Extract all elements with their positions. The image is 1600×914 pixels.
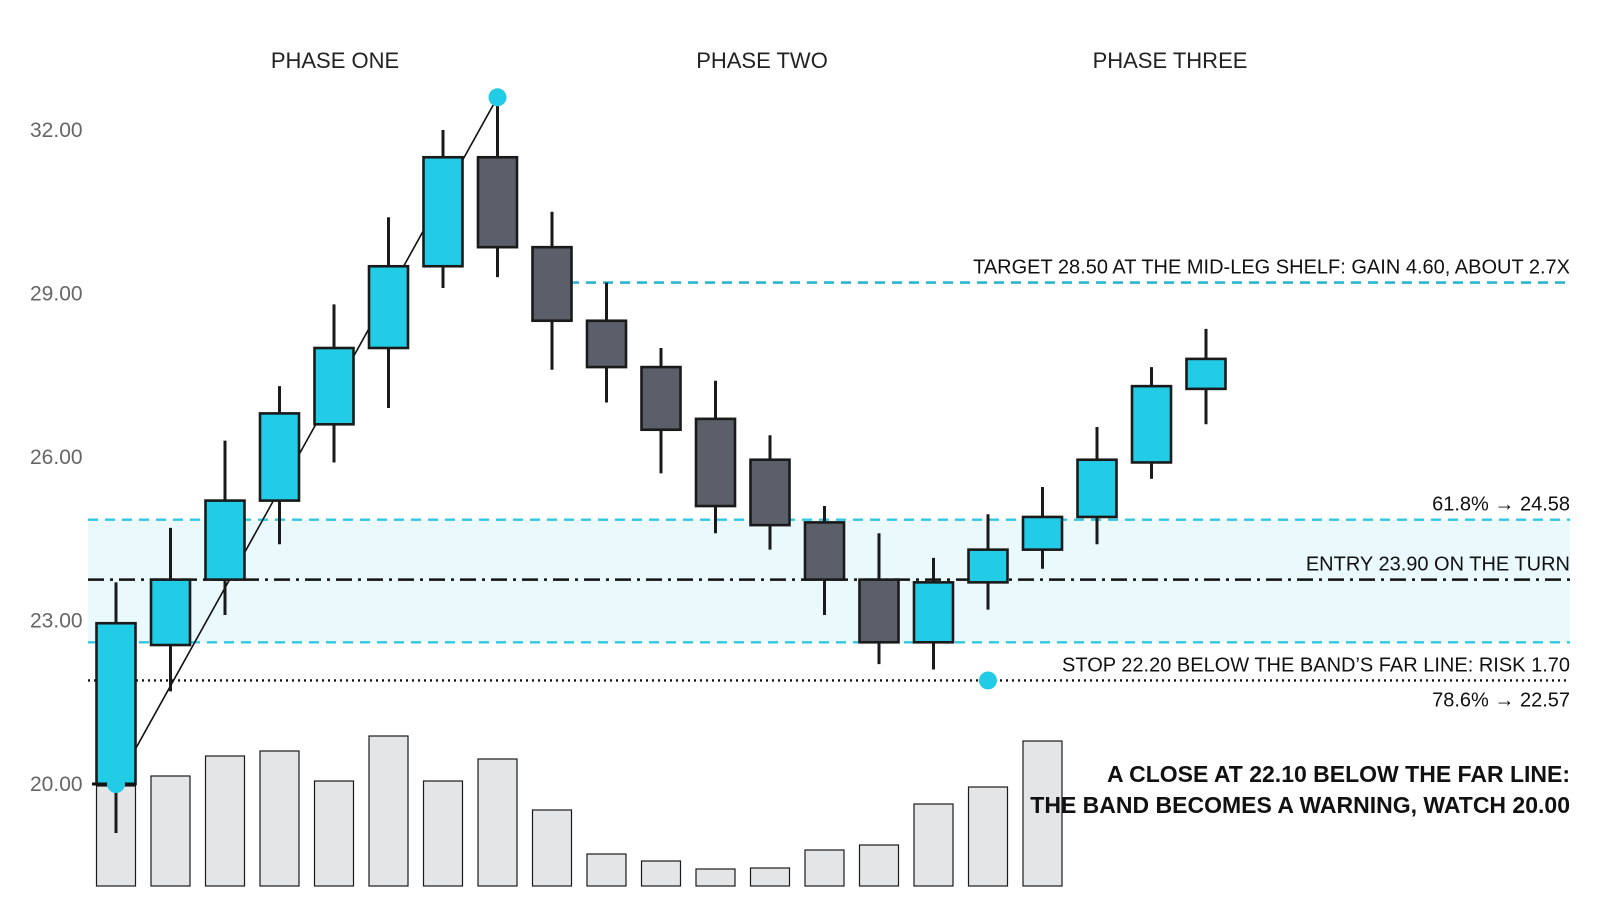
candle	[313, 304, 355, 463]
volume-bar	[477, 758, 518, 887]
candle	[585, 282, 628, 403]
candle	[95, 582, 137, 834]
candle-body-up	[367, 264, 410, 350]
candle-body-down	[694, 417, 737, 508]
volume-bar	[150, 775, 191, 887]
candle	[694, 380, 737, 534]
candle-body-up	[1185, 357, 1227, 391]
warning-line-2: THE BAND BECOMES A WARNING, WATCH 20.00	[1030, 792, 1570, 818]
candle	[640, 348, 682, 474]
pivot-dot	[979, 671, 997, 690]
pivot-markers	[92, 88, 997, 793]
candle-body-down	[585, 319, 628, 369]
candle-body-up	[95, 621, 137, 786]
phase-label-three: PHASE THREE	[1093, 48, 1248, 73]
candle-body-down	[749, 458, 791, 527]
candle	[858, 533, 900, 665]
candle	[749, 435, 791, 550]
volume-bar	[368, 735, 409, 887]
candle	[803, 506, 846, 616]
volume-bar	[259, 750, 300, 887]
candle	[258, 386, 301, 545]
stop-label: STOP 22.20 BELOW THE BAND’S FAR LINE: RI…	[1062, 654, 1570, 676]
candle	[422, 130, 464, 289]
volume-bar	[913, 803, 954, 887]
candle	[967, 514, 1009, 610]
phase-labels: PHASE ONE PHASE TWO PHASE THREE	[271, 48, 1248, 73]
candle-body-down	[476, 155, 519, 249]
candle	[1076, 427, 1118, 545]
y-tick-label: 29.00	[30, 283, 83, 306]
candle	[912, 557, 955, 670]
fib-618-label: 61.8% → 24.58	[1432, 494, 1570, 516]
candle-body-down	[640, 365, 682, 432]
candles	[95, 91, 1227, 834]
y-tick-label: 26.00	[30, 446, 83, 469]
candle	[1130, 367, 1173, 479]
level-lines	[88, 281, 1570, 682]
candle-body-up	[258, 412, 301, 502]
volume-bar	[749, 867, 791, 887]
candle-body-up	[422, 155, 464, 268]
phase-label-one: PHASE ONE	[271, 48, 399, 73]
candle-body-up	[912, 581, 955, 644]
volume-bar	[804, 849, 845, 887]
volume-bar	[640, 860, 682, 887]
volume-bar	[586, 853, 627, 887]
candle	[204, 440, 246, 616]
candle	[149, 527, 192, 692]
candle-body-down	[803, 521, 846, 581]
candle-body-up	[1021, 515, 1064, 551]
volume-bar	[967, 786, 1009, 887]
volume-bar	[1022, 740, 1063, 887]
warning-line-1: A CLOSE AT 22.10 BELOW THE FAR LINE:	[1107, 761, 1570, 787]
volume-bar	[313, 780, 355, 887]
candle-body-up	[204, 499, 246, 581]
y-axis-ticks: 32.00 29.00 26.00 23.00 20.00	[30, 119, 83, 796]
candle	[531, 211, 573, 370]
entry-label: ENTRY 23.90 ON THE TURN	[1306, 554, 1570, 576]
candle-body-up	[1130, 384, 1173, 464]
candle-body-down	[858, 578, 900, 644]
level-labels: TARGET 28.50 AT THE MID-LEG SHELF: GAIN …	[973, 257, 1570, 712]
candle	[1185, 328, 1227, 425]
pivot-dot	[107, 775, 125, 793]
volume-bar	[531, 809, 573, 887]
y-tick-label: 20.00	[30, 773, 83, 796]
candle	[367, 217, 410, 408]
volume-bar	[422, 780, 464, 887]
volume-bar	[858, 844, 900, 887]
y-tick-label: 23.00	[30, 610, 83, 633]
y-tick-label: 32.00	[30, 119, 83, 142]
fib-786-label: 78.6% → 22.57	[1432, 689, 1570, 711]
candle-body-up	[149, 578, 192, 647]
candle-body-up	[967, 548, 1009, 584]
candle-body-up	[313, 346, 355, 426]
phase-label-two: PHASE TWO	[696, 48, 828, 73]
volume-bar	[695, 868, 736, 887]
candle	[476, 91, 519, 278]
candle-body-up	[1076, 458, 1118, 519]
volume-bar	[204, 755, 246, 887]
target-label: TARGET 28.50 AT THE MID-LEG SHELF: GAIN …	[973, 257, 1570, 279]
candle-body-down	[531, 245, 573, 323]
pivot-dot	[488, 88, 507, 107]
volume-bars	[95, 735, 1063, 887]
candle	[1021, 486, 1064, 569]
warning-note: A CLOSE AT 22.10 BELOW THE FAR LINE: THE…	[1030, 761, 1570, 818]
